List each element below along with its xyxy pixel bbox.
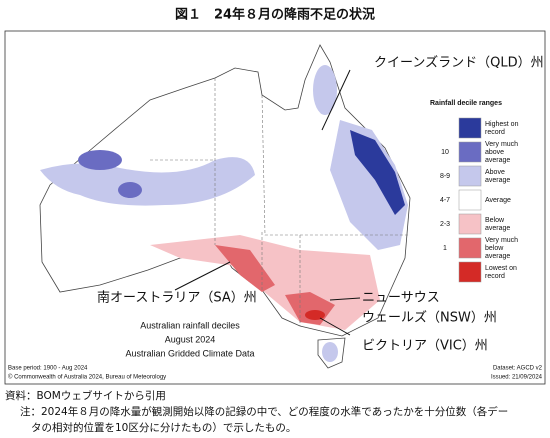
- map-caption: August 2024: [165, 334, 216, 344]
- legend-label: Average: [485, 197, 511, 204]
- legend-swatch: [458, 213, 482, 235]
- note: 注：2024年８月の降水量が観測開始以降の記録の中で、どの程度の水準であったかを…: [20, 405, 508, 418]
- legend-swatch: [458, 165, 482, 187]
- legend-label: Very much above average: [485, 141, 518, 164]
- legend-label: Below average: [485, 217, 510, 232]
- legend-range: 8-9: [440, 173, 450, 180]
- callout-sa: 南オーストラリア（SA）州: [97, 290, 257, 306]
- copyright: © Commonwealth of Australia 2024, Bureau…: [8, 374, 166, 381]
- issued: Issued: 21/09/2024: [491, 375, 543, 381]
- note: タの相対的位置を10区分に分けたもの）で示したもの。: [31, 421, 296, 434]
- legend-range: 4-7: [440, 197, 450, 204]
- callout-nsw: ウェールズ（NSW）州: [362, 310, 497, 326]
- legend-swatch: [458, 237, 482, 259]
- legend-swatch: [458, 117, 482, 139]
- legend-swatch: [458, 261, 482, 283]
- legend-range: 2-3: [440, 221, 450, 228]
- legend-swatch: [458, 189, 482, 211]
- legend-label: Above average: [485, 169, 510, 184]
- legend-title: Rainfall decile ranges: [430, 100, 502, 107]
- map-caption: Australian rainfall deciles: [140, 320, 240, 330]
- source: 資料：BOMウェブサイトから引用: [5, 389, 166, 402]
- legend-range: 1: [443, 245, 447, 252]
- callout-qld: クイーンズランド（QLD）州: [374, 55, 544, 71]
- dataset: Dataset: AGCD v2: [493, 366, 543, 372]
- base-period: Base period: 1900 - Aug 2024: [8, 366, 88, 372]
- legend-swatch: [458, 141, 482, 163]
- legend-range: 10: [441, 149, 449, 156]
- map: [39, 44, 411, 369]
- legend-label: Lowest on record: [485, 265, 517, 280]
- map-caption: Australian Gridded Climate Data: [125, 348, 254, 358]
- callout-nsw: ニューサウス: [362, 291, 440, 306]
- legend-label: Very much below average: [485, 237, 518, 260]
- legend: Rainfall decile ranges Highest on record 1…: [430, 100, 519, 283]
- title: 図１ 24年８月の降雨不足の状況: [175, 7, 375, 23]
- legend-label: Highest on record: [485, 121, 519, 136]
- callout-vic: ビクトリア（VIC）州: [362, 339, 488, 354]
